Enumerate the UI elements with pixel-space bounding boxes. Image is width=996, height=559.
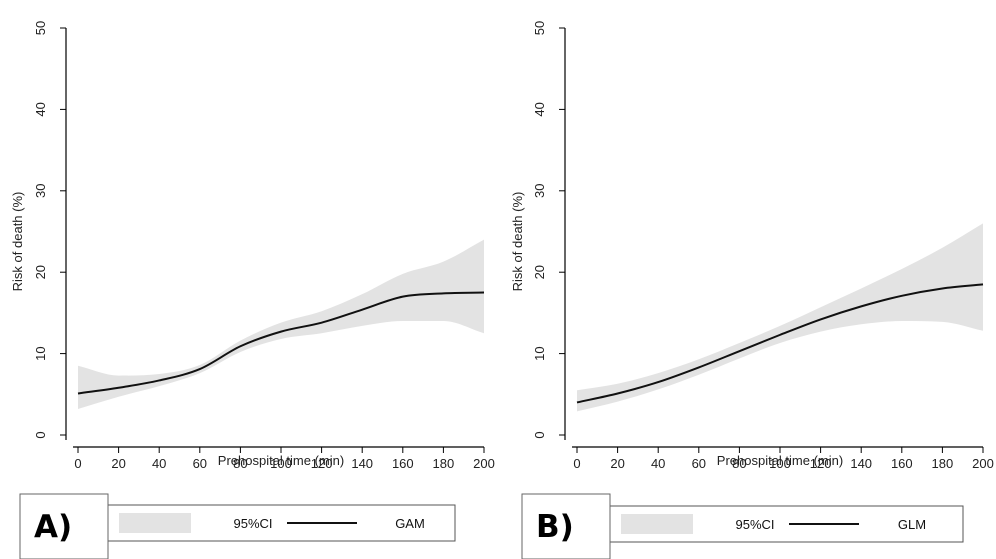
x-axis-title: Prehospital time (min) <box>717 453 843 468</box>
y-tick-label: 0 <box>33 431 48 438</box>
panel-b: 0 20 40 60 80 100 120 140 160 180 200 0 10 20 30 40 50 Pr… <box>510 21 994 559</box>
series-line-gam <box>77 291 485 395</box>
x-tick-label: 100 <box>270 456 292 471</box>
y-tick-label: 10 <box>33 346 48 360</box>
panel-label: A) <box>34 509 72 545</box>
x-tick-label: 40 <box>651 456 665 471</box>
ci-band <box>577 223 983 412</box>
x-tick-label: 0 <box>573 456 580 471</box>
x-tick-label: 120 <box>311 456 333 471</box>
y-tick-label: 50 <box>532 21 547 35</box>
x-tick-label: 20 <box>111 456 125 471</box>
legend-band-label: 95%CI <box>233 516 272 531</box>
y-axis-title: Risk of death (%) <box>10 192 25 292</box>
x-tick-label: 200 <box>972 456 994 471</box>
y-axis-title: Risk of death (%) <box>510 192 525 292</box>
y-tick-label: 10 <box>532 346 547 360</box>
x-tick-label: 180 <box>433 456 455 471</box>
x-tick-label: 60 <box>193 456 207 471</box>
y-tick-label: 20 <box>532 265 547 279</box>
x-tick-label: 0 <box>74 456 81 471</box>
y-tick-label: 40 <box>33 102 48 116</box>
x-axis-title: Prehospital time (min) <box>218 453 344 468</box>
legend-band-swatch <box>621 514 693 534</box>
y-tick-label: 30 <box>532 184 547 198</box>
legend-band-label: 95%CI <box>735 517 774 532</box>
y-tick-label: 50 <box>33 21 48 35</box>
legend-band-swatch <box>119 513 191 533</box>
x-tick-label: 180 <box>932 456 954 471</box>
x-tick-label: 80 <box>233 456 247 471</box>
panel-label-box <box>521 493 611 559</box>
legend-line-label: GAM <box>395 516 425 531</box>
y-tick-label: 20 <box>33 265 48 279</box>
x-tick-label: 80 <box>732 456 746 471</box>
series-line-glm <box>576 283 984 404</box>
x-tick-label: 140 <box>850 456 872 471</box>
x-tick-label: 40 <box>152 456 166 471</box>
x-tick-label: 100 <box>769 456 791 471</box>
ci-band <box>78 239 484 409</box>
panel-a: 0 20 40 60 80 100 120 140 160 180 200 0 10 20 30 40 50 Pr… <box>10 21 495 559</box>
panel-label: B) <box>536 509 574 545</box>
x-tick-label: 140 <box>351 456 373 471</box>
x-tick-label: 200 <box>473 456 495 471</box>
x-tick-label: 160 <box>891 456 913 471</box>
y-tick-label: 30 <box>33 184 48 198</box>
panel-label-box <box>19 493 109 559</box>
x-tick-label: 160 <box>392 456 414 471</box>
y-tick-label: 40 <box>532 102 547 116</box>
x-tick-label: 20 <box>610 456 624 471</box>
x-tick-label: 60 <box>692 456 706 471</box>
y-tick-label: 0 <box>532 431 547 438</box>
legend-line-label: GLM <box>898 517 926 532</box>
x-tick-label: 120 <box>810 456 832 471</box>
